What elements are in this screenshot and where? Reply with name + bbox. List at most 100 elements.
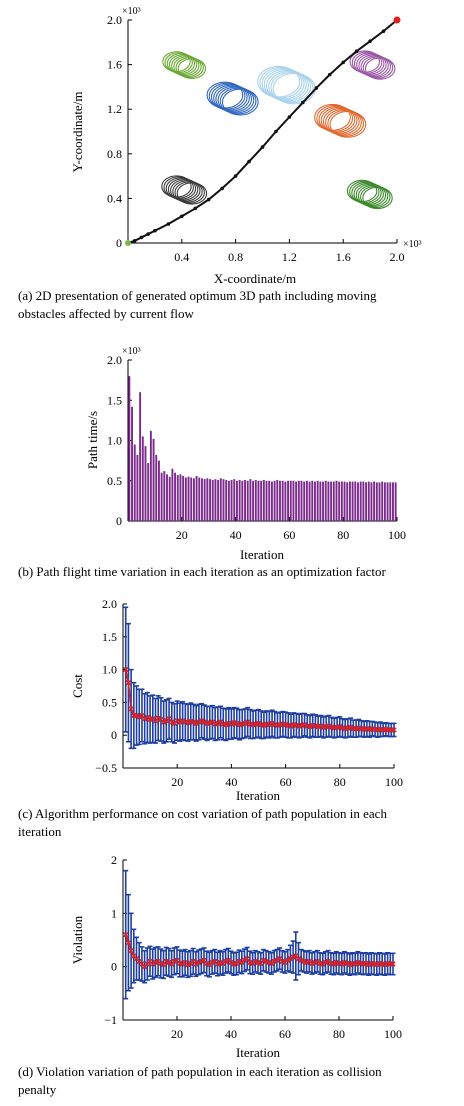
mean-marker: [347, 724, 354, 731]
y-axis-label: Cost: [70, 674, 85, 698]
x-tick-label: 40: [225, 1027, 237, 1041]
bar: [260, 480, 263, 521]
bar: [273, 480, 276, 521]
mean-marker: [274, 957, 280, 963]
obstacle-ring: [362, 186, 393, 210]
obstacle-ring: [268, 70, 312, 103]
obstacle-ring: [176, 182, 208, 205]
caption: penalty: [18, 1082, 57, 1097]
obstacle-ring: [272, 72, 316, 105]
x-axis-label: Iteration: [236, 1045, 281, 1060]
bar: [238, 479, 241, 521]
y-tick-label: 2: [111, 853, 117, 867]
bar: [292, 480, 295, 521]
x-tick-label: 2.0: [390, 250, 405, 264]
obstacle-ring: [318, 105, 356, 133]
x-tick-label: 60: [279, 1027, 291, 1041]
obstacle-ring: [221, 88, 259, 116]
bar: [206, 478, 209, 521]
bar: [300, 480, 303, 521]
bar: [383, 482, 386, 521]
bar: [160, 472, 163, 521]
x-tick-label: 20: [171, 775, 183, 789]
bar: [305, 480, 308, 521]
bar: [168, 476, 171, 521]
obstacle-ring: [171, 55, 200, 77]
bar: [166, 474, 168, 521]
obstacle-ring: [360, 55, 392, 78]
bar: [225, 479, 228, 521]
x-tick-label: 20: [176, 528, 188, 542]
mean-marker: [330, 961, 337, 967]
mean-marker: [150, 961, 156, 967]
bar: [198, 477, 201, 521]
mean-marker: [390, 961, 396, 967]
mean-marker: [255, 720, 262, 727]
bar: [338, 481, 341, 521]
path-point: [180, 214, 184, 219]
x-tick-label: 0.8: [228, 250, 243, 264]
bar: [141, 436, 144, 521]
bar: [233, 479, 236, 521]
mean-marker: [285, 957, 291, 963]
caption: (a) 2D presentation of generated optimum…: [18, 288, 377, 303]
mean-marker: [214, 961, 221, 967]
bar: [254, 479, 257, 521]
path-point: [132, 238, 137, 243]
path-point: [166, 222, 171, 226]
obstacle-ring: [351, 181, 382, 205]
bar: [367, 481, 370, 521]
y-tick-label: 0: [116, 514, 122, 528]
mean-marker: [241, 957, 248, 963]
mean-marker: [123, 666, 129, 673]
mean-marker: [177, 719, 183, 725]
y-multiplier: ×10³: [122, 346, 141, 357]
mean-marker: [242, 720, 248, 727]
path-point: [314, 86, 319, 90]
mean-marker: [136, 714, 142, 720]
bar: [131, 406, 133, 521]
bar: [217, 479, 220, 521]
bar: [187, 476, 190, 521]
mean-marker: [160, 719, 167, 725]
y-tick-label: 1.6: [107, 58, 122, 72]
path-point: [341, 60, 346, 65]
bar: [268, 480, 271, 521]
bar: [359, 481, 362, 521]
obstacle-ring: [263, 68, 307, 101]
obstacle-ring: [170, 179, 201, 202]
x-tick-label: 100: [388, 528, 406, 542]
path-point: [368, 39, 372, 43]
bar: [394, 482, 397, 521]
mean-marker: [234, 720, 240, 727]
bar: [201, 478, 203, 521]
mean-marker: [391, 727, 397, 733]
path-point: [260, 145, 265, 149]
path-point: [139, 235, 144, 240]
obstacle-ring: [261, 67, 305, 100]
bar: [262, 479, 265, 521]
bar: [316, 480, 319, 521]
bar: [184, 477, 187, 521]
bar: [311, 480, 314, 521]
x-tick-label: 60: [283, 528, 295, 542]
bar: [182, 475, 185, 521]
x-tick-label: 0.4: [174, 250, 189, 264]
bar: [236, 480, 238, 521]
obstacle-ring: [329, 110, 367, 138]
bar: [351, 481, 354, 521]
mean-marker: [169, 719, 175, 725]
y-tick-label: 1.5: [102, 630, 117, 644]
mean-marker: [125, 939, 132, 946]
y-tick-label: 1.2: [107, 102, 122, 116]
path-point: [287, 115, 292, 119]
bar: [327, 481, 330, 521]
obstacle-ring: [177, 58, 207, 80]
bar: [241, 480, 244, 521]
bar: [195, 475, 198, 521]
bar: [270, 481, 273, 521]
obstacle-ring: [168, 54, 198, 76]
obstacle-ring: [219, 87, 257, 115]
obstacle-ring: [213, 84, 250, 112]
obstacle-ring: [327, 109, 365, 137]
